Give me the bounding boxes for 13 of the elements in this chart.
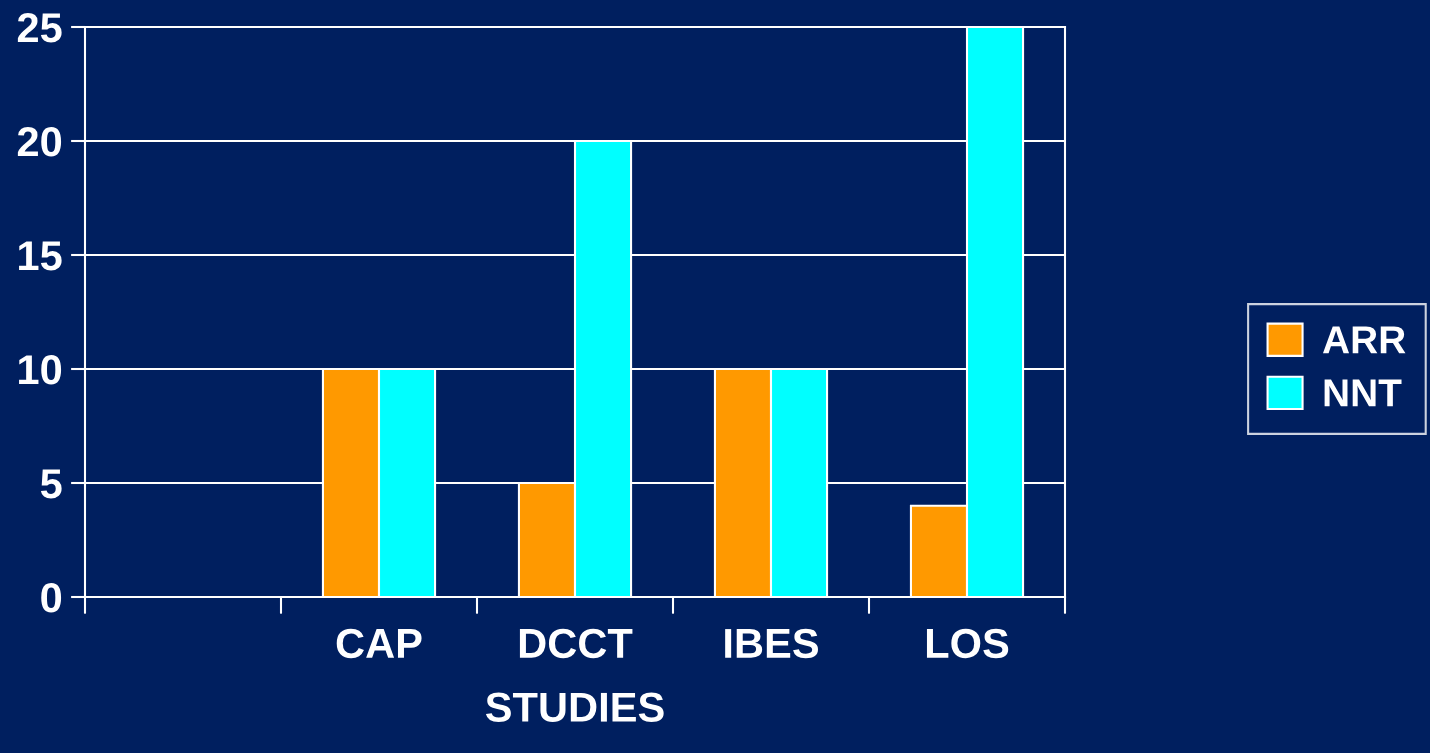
y-tick-label: 15 <box>19 241 62 271</box>
y-tick-label: 5 <box>40 469 62 499</box>
x-tick-label: DCCT <box>519 628 633 659</box>
y-tick-label: 0 <box>41 583 62 613</box>
legend-label: ARR <box>1322 326 1406 354</box>
legend-label: NNT <box>1324 379 1402 407</box>
y-tick-label: 25 <box>17 13 62 43</box>
x-tick-label: LOS <box>926 628 1009 659</box>
x-axis-title: STUDIES <box>485 692 664 722</box>
x-tick-label: CAP <box>336 628 422 659</box>
x-tick-label: IBES <box>725 628 818 659</box>
y-tick-label: 20 <box>17 127 62 157</box>
y-tick-label: 10 <box>19 355 62 385</box>
